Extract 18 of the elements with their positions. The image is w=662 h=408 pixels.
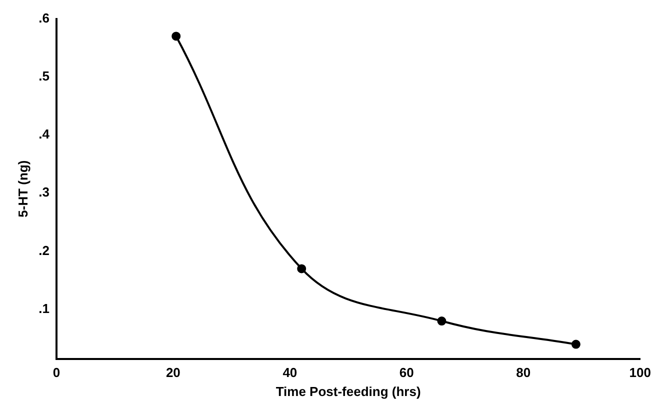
point [172,32,181,41]
y-tick-label: .4 [38,126,50,142]
y-tick-label: .5 [38,68,50,84]
x-tick-label: 80 [516,365,531,380]
point [571,340,580,349]
x-tick-label: 100 [629,365,652,380]
x-tick-label: 20 [166,365,180,380]
x-tick-label: 40 [282,365,298,380]
y-tick-label: .3 [38,184,50,200]
x-tick-label: 0 [52,365,60,380]
y-tick-label: .2 [38,242,50,258]
y-tick-label: .6 [38,10,50,26]
x-tick-label: 60 [399,365,414,380]
point [437,316,446,326]
y-tick-label: .1 [38,300,50,316]
x-axis-title: Time Post-feeding (hrs) [276,384,421,399]
y-axis-title: 5-HT (ng) [15,160,30,218]
point [297,264,306,274]
